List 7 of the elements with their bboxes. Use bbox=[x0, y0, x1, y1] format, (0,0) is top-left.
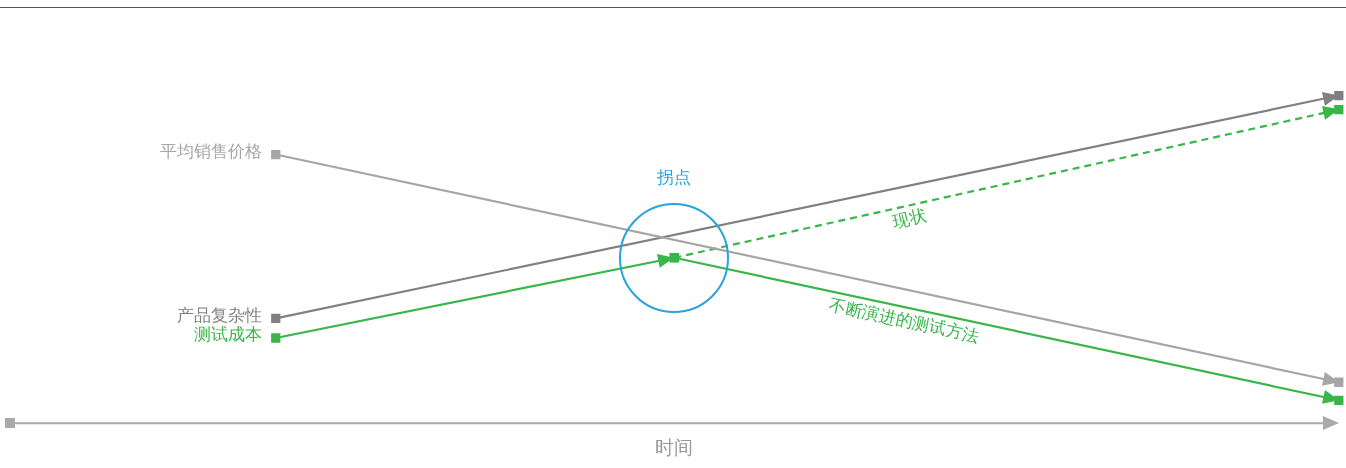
text: 现状 bbox=[890, 205, 929, 232]
series-label: 产品复杂性 bbox=[176, 304, 262, 325]
text: 不断演进的测试方法 bbox=[827, 294, 982, 347]
x-axis-title: 时间 bbox=[655, 435, 694, 458]
series-label: 平均销售价格 bbox=[159, 140, 262, 161]
annotation: 拐点 bbox=[656, 166, 692, 187]
series-label: 测试成本 bbox=[193, 324, 262, 345]
